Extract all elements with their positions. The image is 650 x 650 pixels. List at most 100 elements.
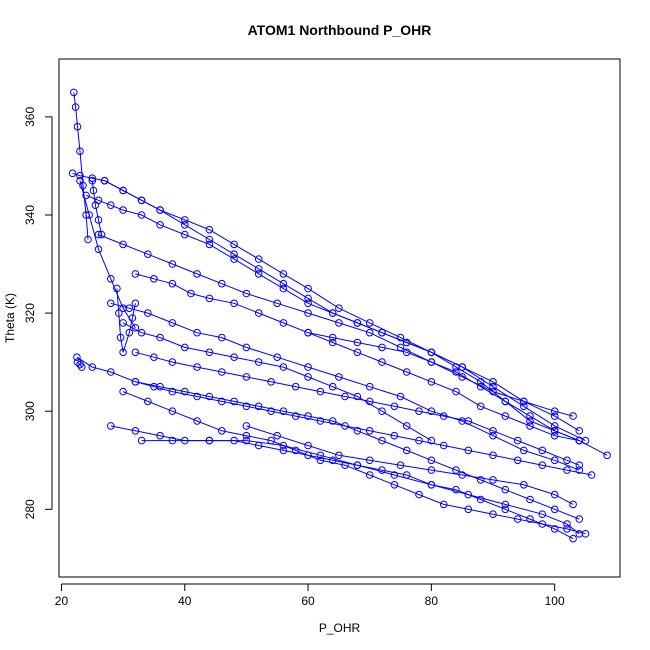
series-line-13: [122, 391, 586, 535]
series-lines: [72, 92, 608, 540]
x-tick-label: 60: [301, 594, 315, 608]
data-point: [396, 343, 405, 352]
data-point: [205, 240, 214, 249]
data-point: [119, 348, 127, 357]
data-point: [489, 382, 497, 391]
data-point: [181, 343, 189, 352]
data-point: [538, 461, 547, 470]
data-point: [150, 353, 158, 362]
data-point: [89, 186, 98, 195]
data-point: [550, 525, 559, 533]
data-point: [187, 289, 195, 298]
data-point: [78, 363, 86, 371]
data-point: [390, 402, 399, 411]
data-point: [489, 427, 497, 435]
data-point: [550, 407, 559, 416]
data-point: [365, 471, 374, 479]
data-point: [230, 436, 238, 445]
y-tick-label: 280: [23, 499, 37, 519]
data-point: [119, 240, 127, 249]
y-tick-label: 300: [23, 401, 37, 421]
data-point: [335, 373, 343, 381]
x-axis-label: P_OHR: [319, 621, 361, 635]
data-point: [335, 304, 343, 313]
data-point: [193, 363, 201, 371]
data-point: [378, 436, 386, 445]
data-point: [85, 211, 93, 219]
data-point: [402, 422, 411, 430]
data-point: [427, 436, 436, 445]
data-point: [94, 245, 103, 254]
data-point: [144, 309, 152, 317]
data-point: [273, 299, 282, 308]
data-point: [279, 279, 288, 288]
data-point: [279, 407, 288, 416]
data-point: [279, 270, 288, 278]
data-point: [520, 402, 528, 411]
data-point: [131, 378, 140, 386]
data-point: [415, 407, 423, 416]
data-point: [230, 250, 238, 258]
data-point: [476, 476, 485, 484]
data-point: [526, 495, 534, 504]
data-point: [82, 191, 90, 200]
data-point: [91, 201, 100, 209]
data-point: [168, 279, 177, 288]
series-line-3: [85, 194, 586, 442]
data-point: [107, 422, 115, 430]
data-point: [378, 358, 386, 366]
series-line-6: [116, 288, 136, 353]
data-point: [254, 402, 263, 411]
data-point: [156, 221, 164, 229]
data-point: [267, 436, 275, 445]
data-point: [304, 299, 312, 308]
data-point: [513, 436, 522, 445]
data-point: [563, 525, 571, 533]
data-point: [131, 270, 140, 278]
data-point: [131, 348, 140, 357]
data-point: [328, 309, 337, 317]
data-point: [94, 230, 103, 239]
data-point: [100, 176, 109, 185]
data-point: [137, 436, 146, 445]
data-point: [267, 407, 275, 416]
data-point: [76, 147, 84, 155]
data-point: [97, 230, 106, 239]
data-point: [341, 461, 349, 470]
data-point: [279, 441, 288, 450]
data-point: [476, 382, 485, 391]
data-point: [575, 530, 584, 538]
data-point: [458, 417, 467, 425]
data-point: [304, 412, 312, 420]
data-point: [335, 451, 343, 460]
data-point: [113, 284, 121, 293]
data-point: [550, 505, 559, 514]
data-point: [427, 466, 436, 474]
data-point: [476, 495, 485, 504]
data-point: [218, 368, 226, 376]
data-point: [230, 299, 238, 308]
data-point: [304, 363, 312, 371]
data-point: [335, 319, 343, 327]
data-point: [125, 304, 134, 313]
data-point: [396, 333, 405, 342]
data-point: [563, 456, 571, 465]
series-line-1: [73, 92, 89, 240]
data-point: [603, 451, 611, 460]
data-point: [193, 328, 201, 337]
data-point: [304, 328, 312, 337]
data-point: [464, 417, 473, 425]
data-point: [489, 476, 497, 484]
data-point: [316, 456, 325, 465]
data-point: [181, 436, 189, 445]
data-point: [119, 319, 127, 327]
data-point: [119, 186, 127, 195]
x-tick-label: 80: [425, 594, 439, 608]
data-point: [70, 88, 78, 97]
data-point: [137, 211, 146, 219]
series-line-5: [79, 180, 136, 329]
data-point: [520, 481, 528, 489]
data-point: [242, 422, 251, 430]
data-point: [73, 353, 81, 362]
data-point: [501, 397, 510, 406]
